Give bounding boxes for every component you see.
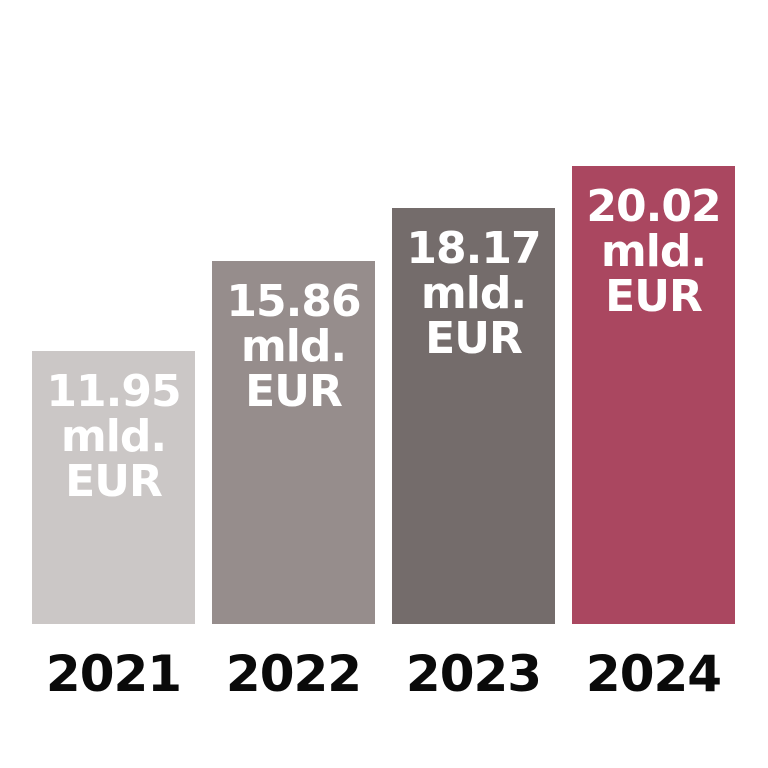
axis-label-2022: 2022 [225,645,362,703]
bar-value-label-2023: 18.17 mld. EUR [406,223,541,364]
axis-label-2023: 2023 [405,645,542,703]
bar-value-label-2022: 15.86 mld. EUR [226,276,361,417]
bar-2023: 18.17 mld. EUR [392,208,555,624]
bar-value-label-2024: 20.02 mld. EUR [586,181,721,322]
x-axis-labels: 2021 2022 2023 2024 [32,645,736,703]
unit-text-eur: EUR [605,271,703,322]
unit-text-eur: EUR [65,456,163,507]
axis-label-2021: 2021 [45,645,182,703]
bar-2022: 15.86 mld. EUR [212,261,375,624]
bar-2024: 20.02 mld. EUR [572,166,735,624]
bar-2021: 11.95 mld. EUR [32,351,195,624]
unit-text-eur: EUR [245,366,343,417]
value-text: 18.17 [406,223,541,274]
unit-text-mld: mld. [600,226,707,277]
unit-text-eur: EUR [425,313,523,364]
axis-label-2024: 2024 [585,645,722,703]
unit-text-mld: mld. [60,411,167,462]
unit-text-mld: mld. [240,321,347,372]
bars-row: 11.95 mld. EUR 15.86 mld. EUR 18.17 mld.… [32,166,736,624]
value-text: 11.95 [46,366,181,417]
bar-value-label-2021: 11.95 mld. EUR [46,366,181,507]
value-text: 15.86 [226,276,361,327]
unit-text-mld: mld. [420,268,527,319]
value-text: 20.02 [586,181,721,232]
